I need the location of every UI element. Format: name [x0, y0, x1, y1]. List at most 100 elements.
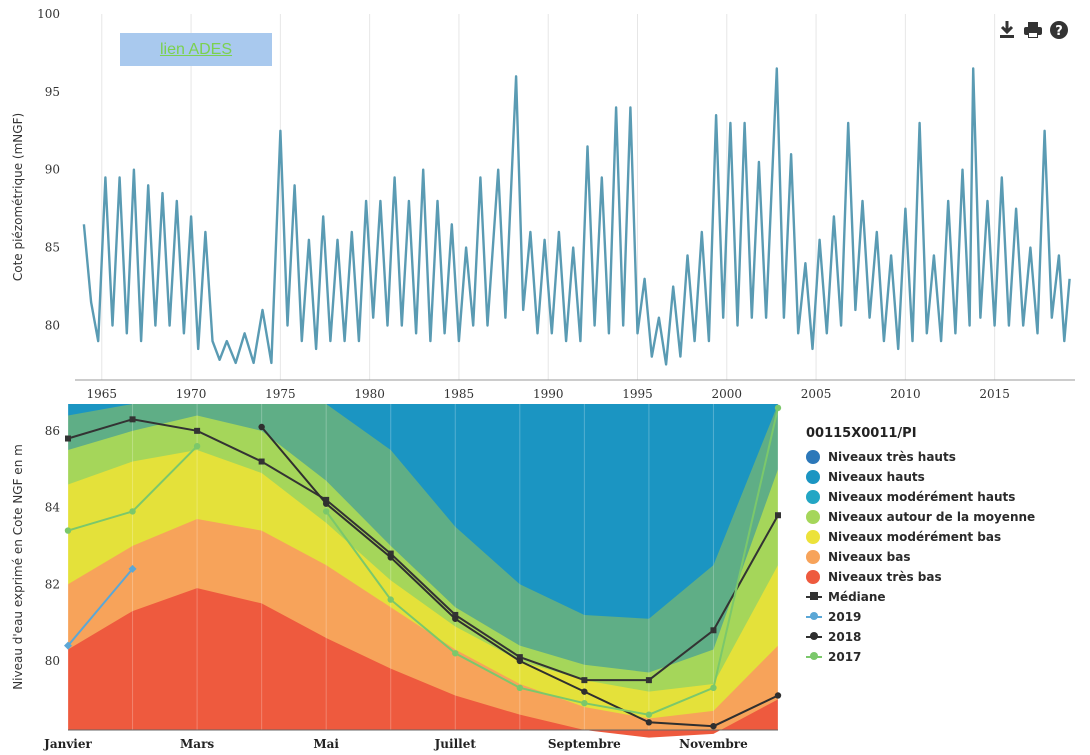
point-m-diane	[194, 427, 201, 434]
chart-toolbar: ?	[996, 18, 1070, 42]
point-2017	[710, 684, 717, 692]
point-2018	[516, 657, 524, 665]
legend-label: 2019	[828, 610, 862, 624]
y-axis-title: Cote piézométrique (mNGF)	[11, 113, 25, 281]
point-m-diane	[258, 458, 265, 465]
help-icon[interactable]: ?	[1048, 18, 1070, 42]
legend-marker	[806, 490, 820, 504]
legend-label: Niveaux modérément bas	[828, 530, 1002, 544]
point-2017	[645, 711, 653, 718]
point-2018	[774, 692, 782, 699]
x-tick-label: 1985	[444, 387, 475, 400]
point-2019	[64, 641, 72, 650]
point-2018	[452, 615, 459, 622]
point-2017	[774, 404, 782, 412]
point-m-diane	[516, 654, 523, 661]
legend-marker	[806, 629, 822, 645]
x-tick-label: 2005	[801, 387, 832, 400]
x-tick-label: 2015	[979, 387, 1010, 400]
point-m-diane	[645, 677, 652, 684]
legend-label: Niveaux modérément hauts	[828, 490, 1016, 504]
legend-item[interactable]: Niveaux hauts	[806, 469, 1076, 485]
x-tick-label: 1995	[622, 387, 653, 400]
y-tick-label: 80	[45, 654, 60, 668]
point-m-diane	[775, 512, 781, 519]
y-tick-label: 100	[37, 7, 60, 21]
x-tick-label: Janvier	[43, 737, 92, 751]
point-m-diane	[710, 627, 717, 634]
legend-marker	[806, 550, 820, 564]
series-line-cote	[82, 67, 1071, 366]
legend-item[interactable]: Médiane	[806, 589, 1076, 605]
legend-item[interactable]: Niveaux modérément hauts	[806, 489, 1076, 505]
legend-label: Niveaux bas	[828, 550, 911, 564]
legend-label: Niveaux hauts	[828, 470, 925, 484]
series-line-m-diane	[67, 418, 779, 682]
legend-label: Médiane	[828, 590, 886, 604]
y-tick-label: 80	[45, 318, 60, 332]
point-2017	[516, 684, 524, 692]
x-tick-label: Mai	[313, 737, 339, 751]
legend-item[interactable]: 2018	[806, 629, 1076, 645]
point-2019	[128, 564, 137, 573]
x-tick-label: 1965	[87, 387, 118, 400]
point-2018	[322, 500, 330, 507]
point-2017	[129, 508, 136, 515]
legend-marker	[806, 510, 820, 524]
svg-text:?: ?	[1055, 24, 1063, 39]
legend-label: Niveaux très bas	[828, 570, 942, 584]
band-tres-bas	[68, 588, 778, 738]
x-tick-label: 2010	[890, 387, 921, 400]
point-2017	[581, 699, 588, 707]
ades-link-button[interactable]: lien ADES	[120, 33, 272, 66]
point-2018	[581, 688, 588, 695]
point-m-diane	[65, 435, 71, 442]
x-tick-label: 1980	[354, 387, 385, 400]
y-tick-label: 84	[45, 501, 61, 515]
point-2017	[387, 596, 394, 603]
legend: 00115X0011/PI Niveaux très hauts Niveaux …	[806, 426, 1076, 669]
x-tick-label: 2000	[712, 387, 743, 400]
legend-item[interactable]: Niveaux modérément bas	[806, 529, 1076, 545]
point-2018	[258, 423, 265, 431]
x-tick-label: Mars	[180, 737, 214, 751]
y-tick-label: 82	[45, 577, 60, 591]
legend-marker	[806, 450, 820, 464]
legend-item[interactable]: Niveaux autour de la moyenne	[806, 509, 1076, 525]
x-tick-label: Novembre	[679, 737, 748, 751]
legend-item[interactable]: 2017	[806, 649, 1076, 665]
piezometric-history-chart: 1965 1970 1975 1980 1985 1990 1995 2000 2005 2010…	[11, 7, 1075, 400]
x-tick-label: 1975	[265, 387, 296, 400]
legend-marker	[806, 470, 820, 484]
x-tick-label: 1970	[176, 387, 207, 400]
x-tick-label: Juillet	[434, 737, 477, 751]
legend-label: 2017	[828, 650, 862, 664]
legend-marker	[806, 530, 820, 544]
legend-item[interactable]: 2019	[806, 609, 1076, 625]
x-tick-label: 1990	[533, 387, 564, 400]
legend-label: 2018	[828, 630, 862, 644]
point-2018	[645, 719, 653, 726]
legend-marker	[806, 649, 822, 665]
legend-marker	[806, 609, 822, 625]
point-m-diane	[323, 496, 330, 503]
point-2018	[387, 554, 394, 561]
y-tick-label: 85	[45, 241, 60, 255]
series-line-2019	[67, 568, 134, 647]
print-icon[interactable]	[1022, 18, 1044, 42]
legend-marker	[806, 570, 820, 584]
y-tick-label: 86	[45, 424, 60, 438]
legend-label: Niveaux autour de la moyenne	[828, 510, 1036, 524]
legend-item[interactable]: Niveaux très bas	[806, 569, 1076, 585]
point-2017	[193, 442, 201, 450]
legend-label: Niveaux très hauts	[828, 450, 956, 464]
point-2017	[322, 508, 330, 515]
point-2018	[710, 722, 717, 730]
point-m-diane	[452, 611, 459, 618]
download-icon[interactable]	[996, 18, 1018, 42]
x-tick-label: Septembre	[548, 737, 621, 751]
legend-item[interactable]: Niveaux bas	[806, 549, 1076, 565]
point-m-diane	[387, 550, 394, 557]
legend-item[interactable]: Niveaux très hauts	[806, 449, 1076, 465]
